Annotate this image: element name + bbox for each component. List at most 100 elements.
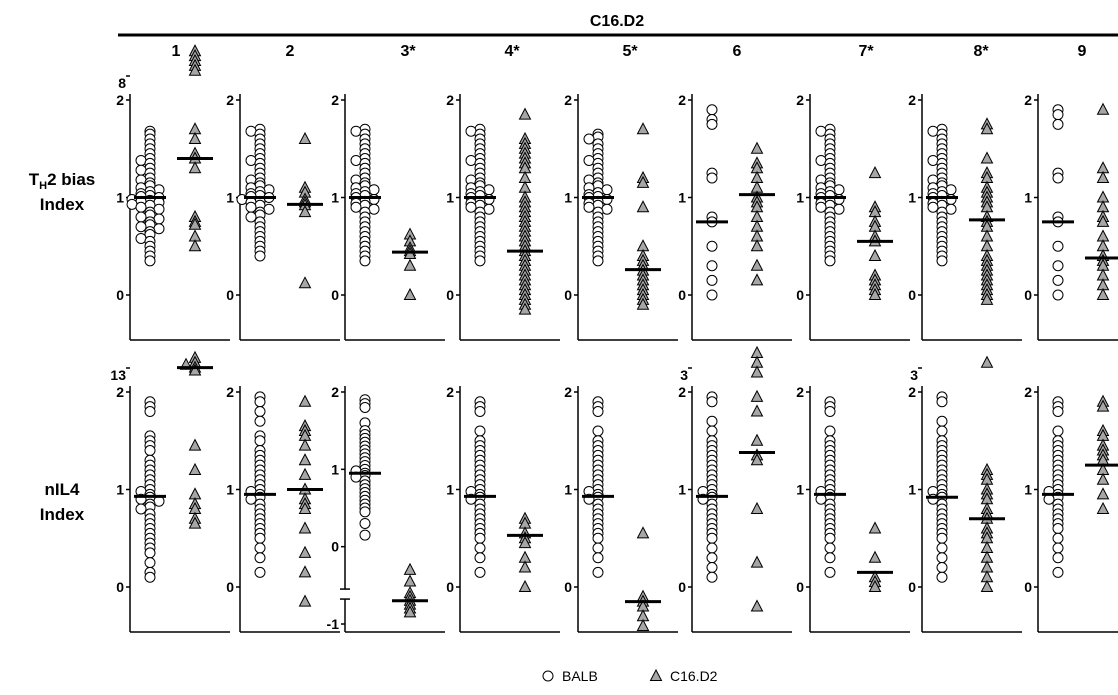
panel-r2-g8: 0 1 23 — [908, 355, 1022, 633]
y-tick-label: 1 — [446, 190, 454, 206]
c16-point — [188, 239, 202, 252]
balb-point — [254, 406, 266, 417]
c16-point — [403, 258, 417, 271]
balb-point — [706, 260, 718, 272]
y-break-label: 8 — [118, 75, 126, 91]
balb-point — [824, 542, 836, 554]
c16-point — [403, 605, 417, 618]
balb-point — [350, 201, 362, 213]
group-label-6: 6 — [733, 43, 742, 60]
panel-r2-g2: 0 1 2 — [226, 384, 340, 633]
c16-point — [636, 175, 650, 188]
legend-c16-marker — [649, 668, 663, 681]
balb-point — [824, 532, 836, 544]
balb-point — [126, 198, 138, 210]
balb-point — [153, 203, 165, 215]
balb-point — [592, 255, 604, 267]
y-tick-label: 2 — [226, 384, 234, 400]
y-tick-label: 1 — [1024, 482, 1032, 498]
balb-point — [236, 193, 248, 205]
row-label-sub: H — [39, 180, 47, 192]
balb-point — [254, 250, 266, 262]
balb-point — [135, 221, 147, 233]
balb-point — [1052, 118, 1064, 130]
y-tick-label: 2 — [564, 384, 572, 400]
balb-point — [706, 289, 718, 301]
row-labels: TH2 bias Index nIL4 Index — [29, 170, 96, 524]
c16-point — [1096, 214, 1110, 227]
balb-point — [245, 211, 257, 223]
balb-point — [592, 552, 604, 564]
balb-point — [706, 240, 718, 252]
row-label-1-line2: Index — [40, 195, 85, 214]
balb-point — [359, 255, 371, 267]
balb-point — [135, 154, 147, 166]
row-label-1-line1: TH2 bias — [29, 170, 96, 192]
group-labels: 1 2 3* 4* 5* 6 7* 8* 9 — [172, 43, 1087, 60]
balb-point — [245, 125, 257, 137]
balb-point — [144, 406, 156, 417]
balb-point — [936, 571, 948, 583]
c16-point — [518, 107, 532, 120]
balb-point — [592, 406, 604, 417]
balb-point — [945, 193, 957, 205]
balb-point — [1052, 425, 1064, 437]
row-label-main: nIL4 — [45, 480, 80, 499]
c16-point — [750, 433, 764, 446]
y-tick-label: 1 — [796, 190, 804, 206]
balb-point — [474, 552, 486, 564]
balb-point — [824, 406, 836, 417]
balb-point — [1052, 240, 1064, 252]
balb-point — [474, 255, 486, 267]
balb-point — [254, 435, 266, 447]
legend-balb-label: BALB — [562, 668, 598, 684]
panel-r2-g6: 0 1 23 — [678, 345, 792, 633]
y-tick-label: 1 — [446, 482, 454, 498]
c16-point — [1096, 487, 1110, 500]
y-tick-label: 1 — [908, 482, 916, 498]
y-tick-label: 1 — [564, 482, 572, 498]
balb-point — [601, 184, 613, 196]
balb-point — [359, 401, 371, 413]
y-tick-label: 2 — [1024, 384, 1032, 400]
c16-point — [188, 161, 202, 174]
y-tick-label: 0 — [116, 579, 124, 595]
strain-header: C16.D2 — [590, 13, 644, 30]
group-label-4: 4* — [504, 43, 520, 60]
balb-point — [706, 562, 718, 573]
balb-point — [350, 125, 362, 137]
balb-point — [945, 203, 957, 215]
balb-point — [824, 425, 836, 437]
c16-point — [636, 526, 650, 539]
balb-point — [833, 193, 845, 205]
balb-point — [474, 542, 486, 554]
c16-point — [188, 131, 202, 144]
y-tick-label: 1 — [796, 482, 804, 498]
c16-point — [750, 365, 764, 378]
balb-point — [706, 425, 718, 437]
c16-point — [980, 579, 994, 592]
c16-point — [298, 205, 312, 218]
c16-point — [518, 579, 532, 592]
c16-point — [298, 467, 312, 480]
c16-point — [298, 453, 312, 466]
balb-point — [815, 125, 827, 137]
c16-point — [1096, 472, 1110, 485]
balb-point — [936, 552, 948, 564]
panel-r2-g7: 0 1 2 — [796, 384, 910, 633]
c16-point — [298, 594, 312, 607]
balb-point — [833, 184, 845, 196]
balb-point — [474, 566, 486, 578]
panel-r1-g2: 0 1 2 — [226, 92, 340, 341]
balb-point — [936, 425, 948, 437]
group-label-1: 1 — [172, 43, 181, 60]
y-tick-label: 0 — [446, 287, 454, 303]
legend-balb-marker — [542, 670, 554, 682]
y-tick-label: 2 — [226, 92, 234, 108]
panel-r2-g5: 0 1 2 — [564, 384, 678, 633]
c16-point — [403, 562, 417, 575]
balb-point — [135, 164, 147, 176]
balb-point — [465, 154, 477, 166]
y-tick-label: 2 — [908, 92, 916, 108]
